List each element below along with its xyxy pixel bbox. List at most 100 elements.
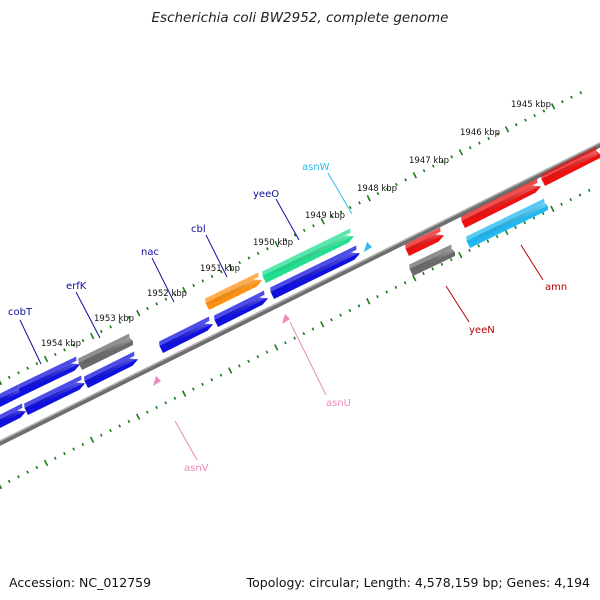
tick-mark bbox=[43, 355, 49, 363]
tick-mark bbox=[63, 452, 66, 456]
tick-mark bbox=[173, 293, 177, 297]
tick-mark bbox=[514, 123, 518, 127]
tick-mark bbox=[524, 118, 527, 122]
gene-label-cbl: cbl bbox=[191, 224, 206, 235]
tick-mark bbox=[118, 424, 122, 428]
tick-mark bbox=[495, 234, 499, 239]
tick-mark bbox=[17, 371, 20, 375]
tick-mark bbox=[201, 382, 204, 386]
tick-mark bbox=[431, 267, 435, 271]
gene-label-amn: amn bbox=[545, 282, 567, 293]
tick-mark bbox=[109, 428, 112, 433]
tick-mark bbox=[587, 188, 591, 193]
tick-mark bbox=[385, 187, 389, 191]
tick-mark bbox=[339, 210, 343, 214]
gene-block bbox=[409, 244, 455, 276]
tick-mark bbox=[274, 344, 279, 351]
tick-mark bbox=[487, 136, 490, 141]
tick-mark bbox=[90, 332, 95, 340]
tick-mark bbox=[376, 295, 379, 299]
gene-block bbox=[405, 227, 444, 256]
tick-mark bbox=[53, 352, 57, 357]
tick-mark bbox=[219, 373, 223, 377]
label-leader-line bbox=[327, 172, 353, 215]
label-leader-line bbox=[19, 319, 42, 365]
tick-mark bbox=[385, 290, 389, 294]
kbp-label: 1946 kbp bbox=[460, 128, 500, 138]
tick-mark bbox=[7, 479, 11, 483]
tick-mark bbox=[569, 198, 573, 202]
tick-mark bbox=[284, 237, 288, 242]
tick-mark bbox=[146, 306, 149, 311]
kbp-label: 1953 kbp bbox=[94, 314, 134, 324]
tick-mark bbox=[173, 396, 177, 400]
tick-mark bbox=[201, 279, 205, 283]
tick-mark bbox=[81, 442, 85, 447]
kbp-label: 1945 kbp bbox=[511, 100, 551, 110]
tick-mark bbox=[247, 359, 250, 363]
tick-mark bbox=[135, 413, 141, 420]
tick-mark bbox=[43, 459, 49, 467]
tick-mark bbox=[330, 318, 333, 322]
gene-label-erfK: erfK bbox=[66, 281, 87, 292]
tick-mark bbox=[404, 178, 407, 182]
tick-mark bbox=[274, 240, 279, 248]
tick-mark bbox=[127, 316, 131, 320]
tick-mark bbox=[118, 320, 122, 324]
tick-mark bbox=[127, 419, 131, 423]
tick-mark bbox=[496, 132, 500, 136]
gene-label-yeeO: yeeO bbox=[253, 189, 279, 200]
tick-mark bbox=[366, 195, 371, 202]
tick-mark bbox=[458, 149, 464, 156]
gene-block bbox=[540, 146, 600, 186]
trna-marker bbox=[282, 314, 290, 324]
tick-mark bbox=[72, 343, 76, 347]
tick-mark bbox=[468, 248, 471, 253]
tick-mark bbox=[478, 141, 481, 145]
tick-mark bbox=[458, 251, 463, 259]
gene-block bbox=[0, 403, 26, 428]
page-title: Escherichia coli BW2952, complete genome bbox=[151, 10, 449, 26]
tick-mark bbox=[560, 202, 563, 206]
tick-mark bbox=[35, 362, 39, 366]
tick-mark bbox=[422, 271, 425, 276]
tick-mark bbox=[182, 286, 187, 294]
tick-mark bbox=[348, 205, 352, 210]
kbp-scale-labels: 1945 kbp 1946 kbp 1947 kbp 1948 kbp 1949 kbp… bbox=[41, 100, 551, 349]
tick-mark bbox=[63, 348, 66, 352]
tick-tracks bbox=[0, 90, 591, 490]
tick-mark bbox=[403, 281, 407, 285]
gene-block bbox=[270, 245, 360, 299]
gene-block bbox=[466, 198, 548, 248]
kbp-label: 1949 kbp bbox=[305, 211, 345, 221]
gene-block bbox=[461, 178, 541, 228]
tick-mark bbox=[228, 263, 233, 271]
tick-mark bbox=[35, 465, 39, 470]
tick-mark bbox=[550, 103, 556, 110]
tick-mark bbox=[293, 336, 296, 340]
tick-mark bbox=[89, 436, 95, 444]
tick-mark bbox=[266, 247, 269, 251]
tick-mark bbox=[578, 193, 582, 197]
tick-mark bbox=[136, 309, 141, 317]
gene-block bbox=[262, 228, 354, 283]
tick-mark bbox=[293, 233, 297, 237]
tick-mark bbox=[486, 239, 490, 243]
tick-mark bbox=[155, 302, 159, 306]
tick-mark bbox=[145, 410, 149, 414]
kbp-label: 1950 kbp bbox=[253, 238, 293, 248]
tick-mark bbox=[228, 367, 233, 374]
gene-block bbox=[214, 290, 268, 327]
tick-mark bbox=[164, 297, 168, 301]
kbp-label: 1954 kbp bbox=[41, 339, 81, 349]
tick-mark bbox=[311, 327, 315, 331]
gene-labels: cobT erfK nac cbl yeeO asnW asnU asnV yeeN amn bbox=[8, 162, 567, 474]
tick-mark bbox=[238, 364, 241, 368]
gene-features bbox=[0, 146, 600, 428]
tick-mark bbox=[550, 205, 555, 213]
tick-mark bbox=[441, 159, 444, 164]
gene-label-nac: nac bbox=[141, 247, 159, 258]
gene-block bbox=[159, 316, 213, 353]
tick-mark bbox=[348, 308, 352, 313]
tick-mark bbox=[320, 217, 325, 225]
